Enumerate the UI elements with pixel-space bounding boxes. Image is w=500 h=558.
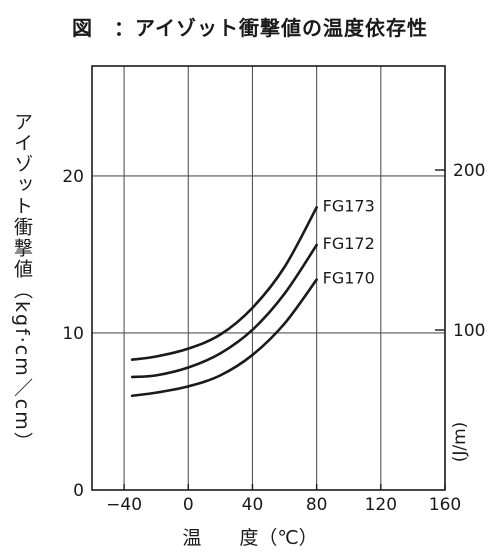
chart-title: 図 ：アイゾット衝撃値の温度依存性 [72, 16, 428, 40]
series-label-fg170: FG170 [323, 269, 375, 288]
series-line-fg172 [130, 243, 318, 379]
y2-tick-label: 200 [453, 161, 485, 181]
y2-axis-label: (J/m) [450, 422, 470, 463]
x-tick-label: 0 [183, 495, 194, 515]
series-line-fg170 [130, 278, 318, 398]
grid [92, 66, 445, 490]
series-label-fg173: FG173 [323, 196, 375, 215]
ticks: −40 0 40 80 120 160 0 10 20 100 200 (J/m) [62, 161, 485, 515]
x-tick-label: 80 [306, 495, 328, 515]
series-label-fg172: FG172 [323, 234, 375, 253]
x-tick-label: 40 [242, 495, 264, 515]
x-tick-label: −40 [106, 495, 142, 515]
x-axis-label: 温 度（℃） [182, 527, 318, 549]
plot-frame [91, 65, 446, 491]
y-tick-label: 20 [62, 167, 84, 187]
y-axis-label: アイゾット衝撃値（kgf·cm／cm） [11, 112, 33, 453]
x-tick-label: 160 [429, 495, 461, 515]
series: FG173 FG172 FG170 [130, 196, 375, 398]
x-tick-label: 120 [365, 495, 397, 515]
y-tick-label: 0 [73, 481, 84, 501]
series-line-fg173 [130, 206, 318, 361]
y-tick-label: 10 [62, 324, 84, 344]
y2-tick-label: 100 [453, 321, 485, 341]
